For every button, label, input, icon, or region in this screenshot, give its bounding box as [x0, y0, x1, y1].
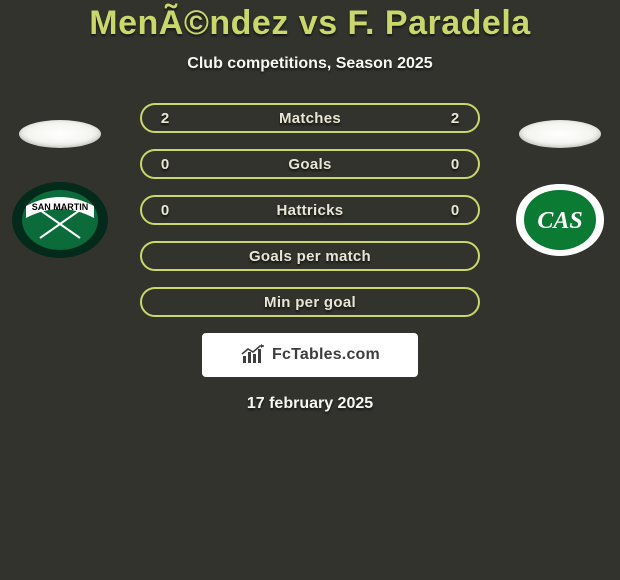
left-blank-oval [19, 120, 101, 148]
stat-label: Hattricks [277, 202, 344, 219]
stat-label: Matches [279, 110, 341, 127]
stat-left-value: 0 [158, 202, 172, 219]
table-row: 2 Matches 2 [140, 103, 480, 133]
bar-chart-icon [240, 344, 268, 366]
stat-right-value: 2 [448, 110, 462, 127]
fctables-watermark: FcTables.com [202, 333, 418, 377]
date-text: 17 february 2025 [0, 395, 620, 413]
stat-left-value: 2 [158, 110, 172, 127]
table-row: 0 Goals 0 [140, 149, 480, 179]
watermark-text: FcTables.com [272, 346, 380, 364]
right-team-column: CAS [500, 120, 620, 260]
page-title: MenÃ©ndez vs F. Paradela [0, 4, 620, 43]
right-blank-oval [519, 120, 601, 148]
left-team-crest: SAN MARTIN [10, 180, 110, 260]
stat-left-value: 0 [158, 156, 172, 173]
stat-label: Goals per match [249, 248, 371, 265]
stat-label: Min per goal [264, 294, 356, 311]
subtitle: Club competitions, Season 2025 [0, 55, 620, 73]
table-row: 0 Hattricks 0 [140, 195, 480, 225]
table-row: Goals per match [140, 241, 480, 271]
table-row: Min per goal [140, 287, 480, 317]
stat-label: Goals [288, 156, 331, 173]
stat-right-value: 0 [448, 202, 462, 219]
right-team-crest: CAS [510, 180, 610, 260]
left-team-column: SAN MARTIN [0, 120, 120, 260]
stat-right-value: 0 [448, 156, 462, 173]
svg-text:CAS: CAS [537, 208, 582, 234]
